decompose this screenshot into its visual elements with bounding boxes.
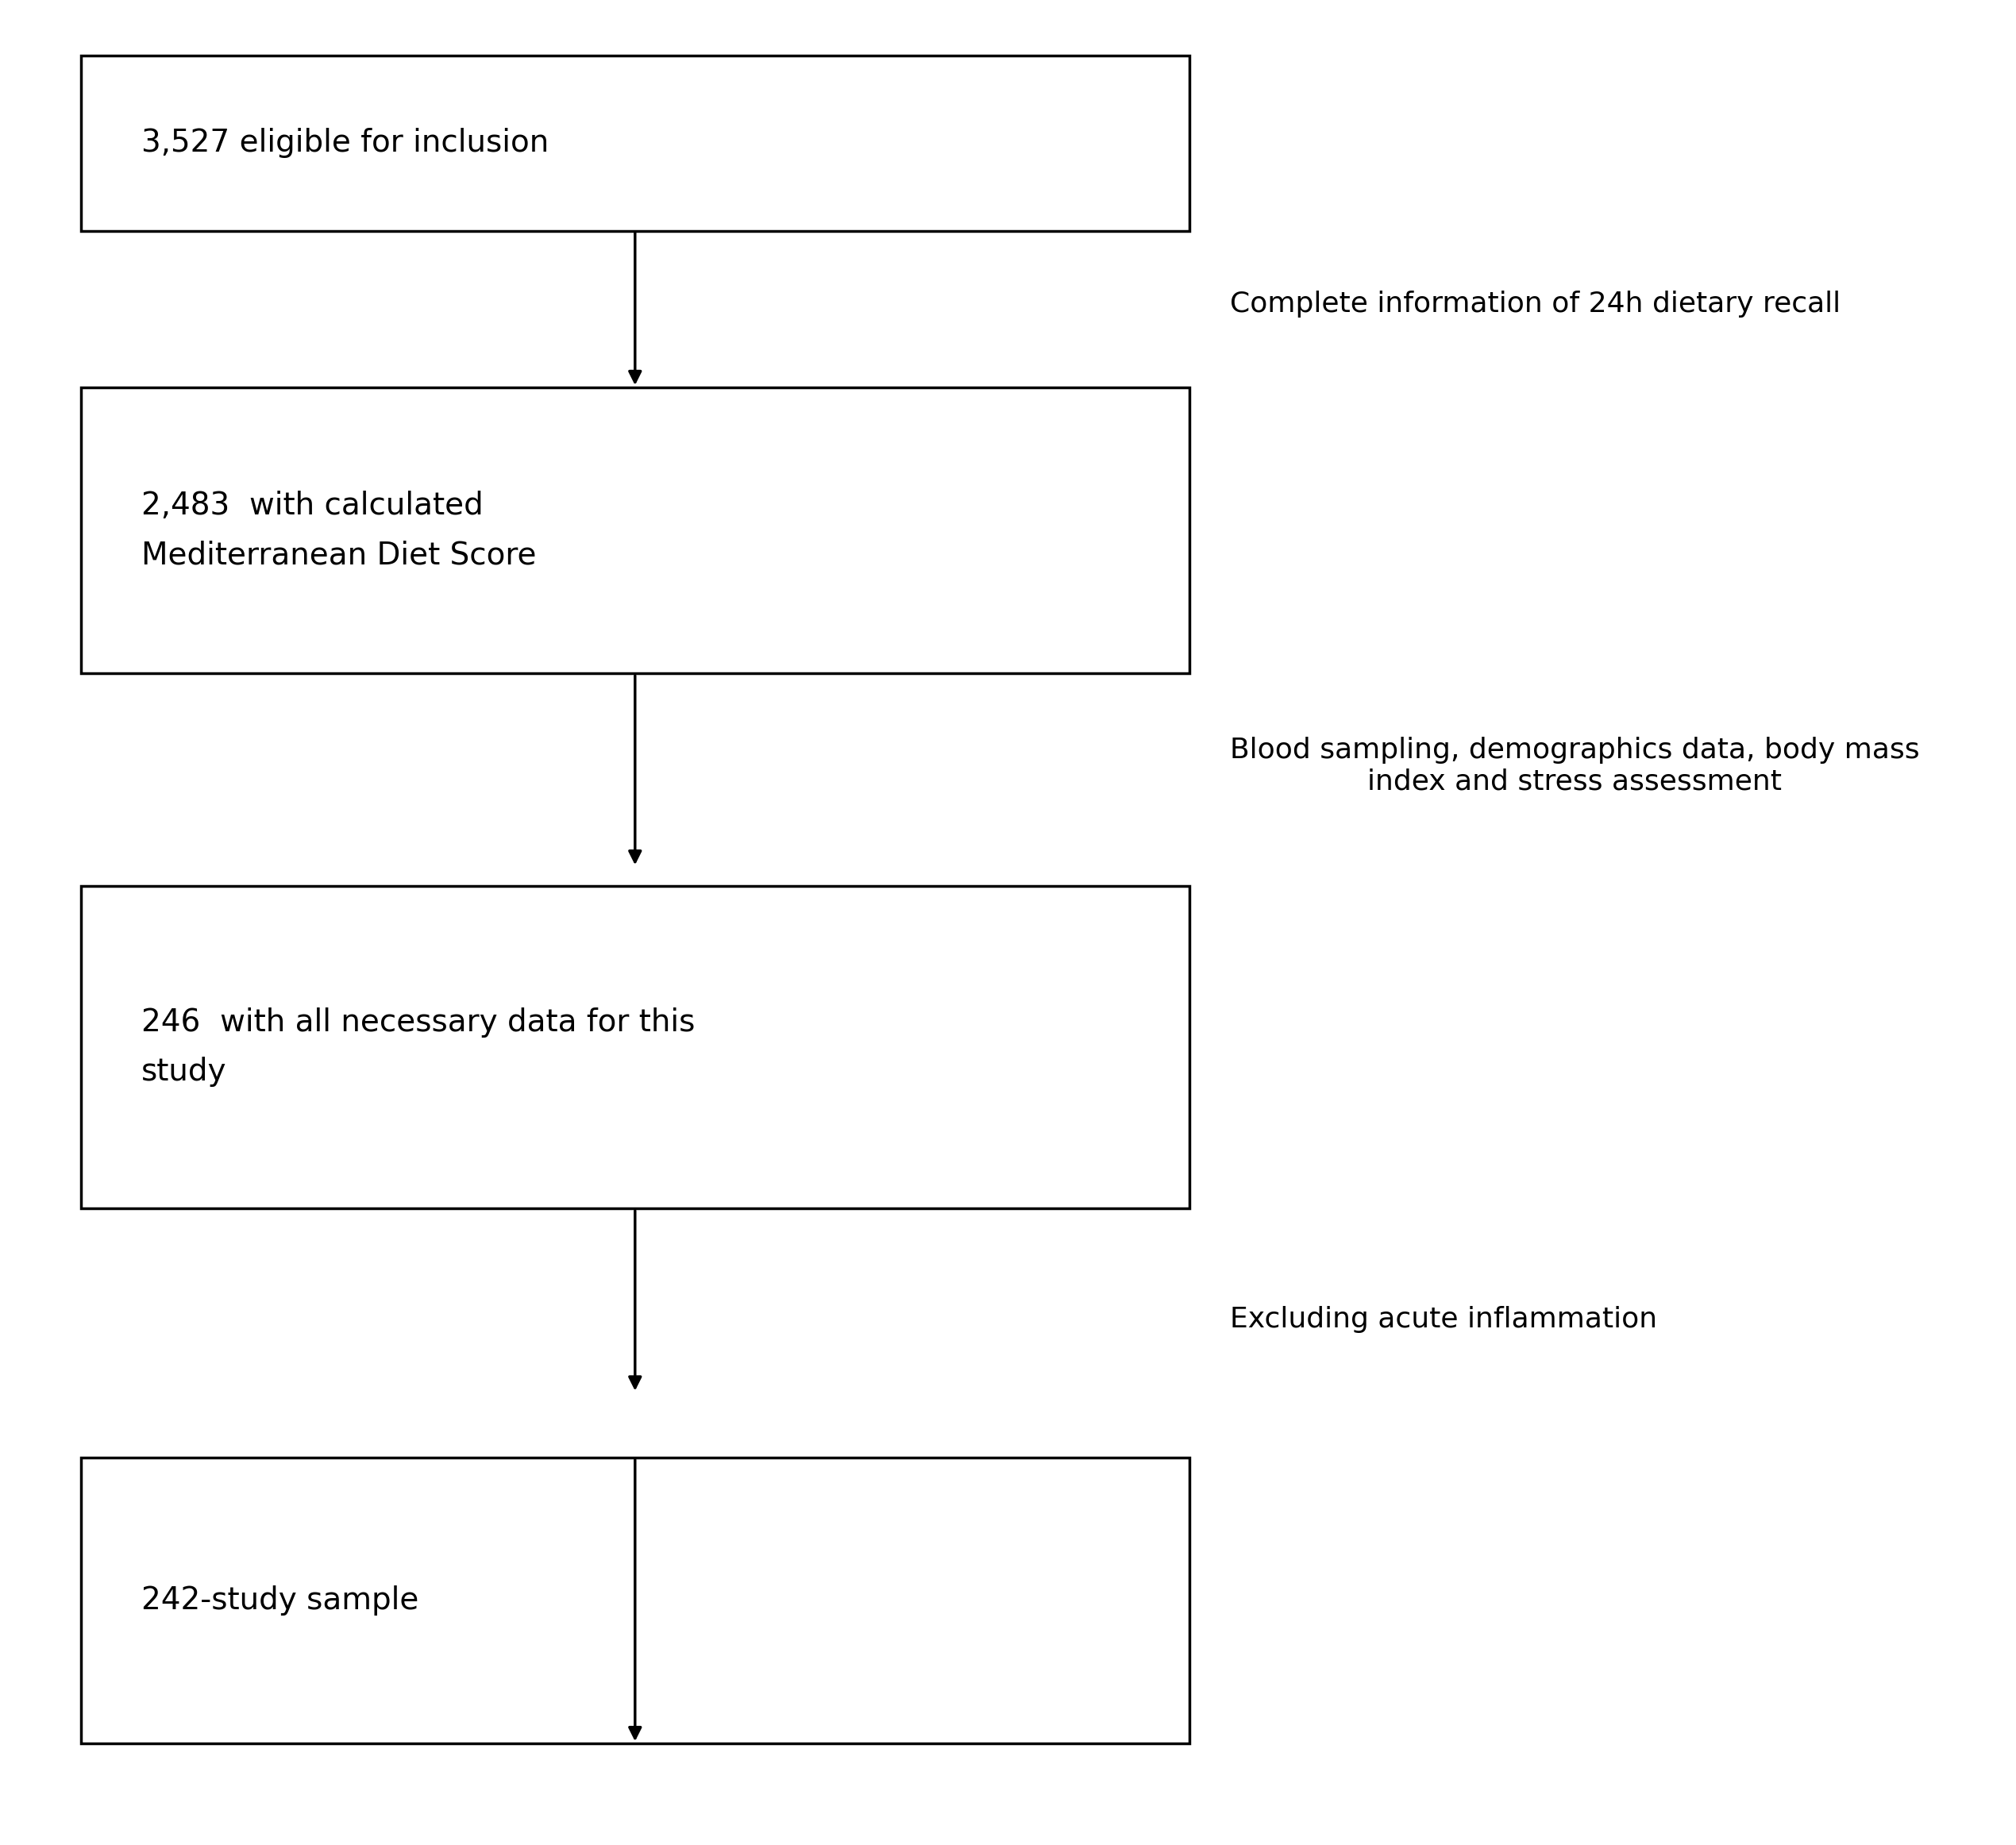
Text: 3,527 eligible for inclusion: 3,527 eligible for inclusion	[141, 127, 548, 159]
Text: 246  with all necessary data for this
study: 246 with all necessary data for this stu…	[141, 1007, 696, 1087]
FancyBboxPatch shape	[81, 55, 1189, 231]
Text: 242-study sample: 242-study sample	[141, 1585, 419, 1616]
Text: 2,483  with calculated
Mediterranean Diet Score: 2,483 with calculated Mediterranean Diet…	[141, 491, 536, 570]
FancyBboxPatch shape	[81, 886, 1189, 1208]
FancyBboxPatch shape	[81, 387, 1189, 673]
Text: Excluding acute inflammation: Excluding acute inflammation	[1230, 1306, 1657, 1332]
Text: Blood sampling, demographics data, body mass
index and stress assessment: Blood sampling, demographics data, body …	[1230, 736, 1919, 795]
Text: Complete information of 24h dietary recall: Complete information of 24h dietary reca…	[1230, 292, 1841, 317]
FancyBboxPatch shape	[81, 1458, 1189, 1744]
